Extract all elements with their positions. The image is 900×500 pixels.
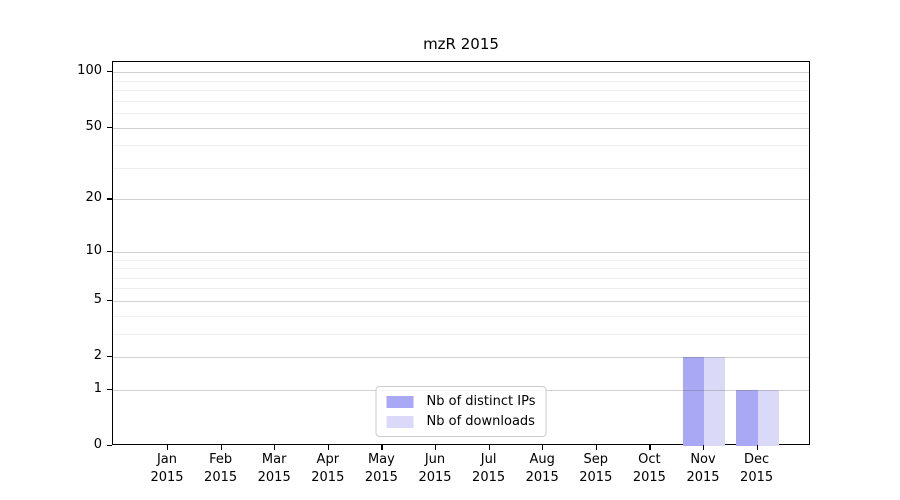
minor-gridline xyxy=(113,113,809,114)
minor-gridline xyxy=(113,100,809,102)
x-tick-year: 2015 xyxy=(257,469,291,485)
x-tick xyxy=(220,445,222,450)
x-tick-label: May 2015 xyxy=(347,451,415,486)
y-tick-label: 50 xyxy=(85,118,102,134)
x-tick xyxy=(274,445,276,450)
x-tick-month: May xyxy=(367,452,395,467)
bar-nb-of-downloads xyxy=(704,357,726,446)
y-tick xyxy=(107,198,112,200)
x-tick-month: Nov xyxy=(690,452,716,467)
legend-row: Nb of downloads xyxy=(386,414,536,429)
x-tick-month: Mar xyxy=(261,452,287,467)
x-tick-month: Jun xyxy=(424,452,446,467)
y-tick xyxy=(107,126,112,128)
legend: Nb of distinct IPs Nb of downloads xyxy=(375,386,547,437)
minor-gridline xyxy=(113,90,809,91)
x-tick-month: Aug xyxy=(529,452,555,467)
x-tick-year: 2015 xyxy=(311,469,345,485)
x-tick xyxy=(649,445,651,450)
x-tick-label: Mar 2015 xyxy=(240,451,308,486)
x-tick-label: Jun 2015 xyxy=(401,451,469,486)
x-tick-year: 2015 xyxy=(418,469,452,485)
legend-label: Nb of downloads xyxy=(426,414,535,429)
x-tick-label: Aug 2015 xyxy=(508,451,576,486)
x-tick-month: Apr xyxy=(316,452,340,467)
x-tick-year: 2015 xyxy=(525,469,559,485)
x-tick xyxy=(435,445,437,450)
x-tick-label: Nov 2015 xyxy=(669,451,737,486)
y-tick-label: 100 xyxy=(77,63,102,79)
legend-swatch-nb-of-distinct-ips xyxy=(386,395,414,408)
x-tick-month: Jan xyxy=(156,452,178,467)
bar-nb-of-distinct-ips xyxy=(736,389,758,446)
y-tick xyxy=(107,356,112,358)
x-tick xyxy=(167,445,169,450)
major-gridline xyxy=(113,199,809,201)
x-tick-month: Sep xyxy=(583,452,609,467)
x-tick-label: Jan 2015 xyxy=(133,451,201,486)
x-tick-month: Dec xyxy=(744,452,770,467)
x-tick-month: Jul xyxy=(480,452,497,467)
x-tick-year: 2015 xyxy=(364,469,398,485)
x-tick-year: 2015 xyxy=(686,469,720,485)
y-tick xyxy=(107,250,112,253)
y-tick xyxy=(107,71,112,73)
minor-gridline xyxy=(113,259,809,261)
minor-gridline xyxy=(113,167,809,169)
x-tick-year: 2015 xyxy=(204,469,238,485)
x-tick-label: Feb 2015 xyxy=(187,451,255,486)
x-tick-label: Sep 2015 xyxy=(562,451,630,486)
legend-row: Nb of distinct IPs xyxy=(386,394,536,409)
x-tick-month: Oct xyxy=(638,452,661,467)
major-gridline xyxy=(113,300,809,302)
x-tick-label: Jul 2015 xyxy=(455,451,523,486)
y-tick xyxy=(107,388,112,391)
x-tick xyxy=(327,445,330,450)
y-tick-label: 0 xyxy=(93,437,102,452)
minor-gridline xyxy=(113,277,809,279)
x-tick-label: Oct 2015 xyxy=(615,451,683,486)
x-tick xyxy=(381,445,383,450)
major-gridline xyxy=(113,251,809,253)
legend-swatch-nb-of-downloads xyxy=(386,415,414,428)
minor-gridline xyxy=(113,315,809,317)
x-tick-year: 2015 xyxy=(579,469,613,485)
x-tick-year: 2015 xyxy=(472,469,506,485)
x-tick-year: 2015 xyxy=(740,469,774,485)
minor-gridline xyxy=(113,288,809,290)
minor-gridline xyxy=(113,268,809,269)
y-tick-label: 20 xyxy=(85,190,102,206)
plot-area: Nb of distinct IPs Nb of downloads xyxy=(112,61,810,446)
x-tick-year: 2015 xyxy=(150,469,184,485)
minor-gridline xyxy=(113,333,809,335)
bar-nb-of-downloads xyxy=(757,389,779,446)
y-tick-label: 10 xyxy=(85,242,102,258)
x-tick-label: Apr 2015 xyxy=(294,451,362,486)
major-gridline xyxy=(113,127,809,129)
major-gridline xyxy=(113,72,809,74)
major-gridline xyxy=(113,357,809,358)
x-tick-month: Feb xyxy=(209,452,233,467)
y-tick xyxy=(107,299,112,302)
y-tick-label: 2 xyxy=(93,348,102,363)
legend-label: Nb of distinct IPs xyxy=(426,394,536,409)
x-tick xyxy=(542,445,544,450)
minor-gridline xyxy=(113,80,809,82)
x-tick xyxy=(756,445,758,450)
x-tick xyxy=(488,445,490,450)
x-tick xyxy=(703,445,705,450)
bar-nb-of-distinct-ips xyxy=(682,357,704,446)
y-tick xyxy=(107,445,112,447)
y-tick-label: 5 xyxy=(93,291,102,307)
chart-title: mzR 2015 xyxy=(423,35,499,53)
x-tick xyxy=(595,445,598,450)
x-tick-label: Dec 2015 xyxy=(723,451,791,486)
x-tick-year: 2015 xyxy=(632,469,666,485)
minor-gridline xyxy=(113,145,809,147)
y-tick-label: 1 xyxy=(93,380,102,396)
